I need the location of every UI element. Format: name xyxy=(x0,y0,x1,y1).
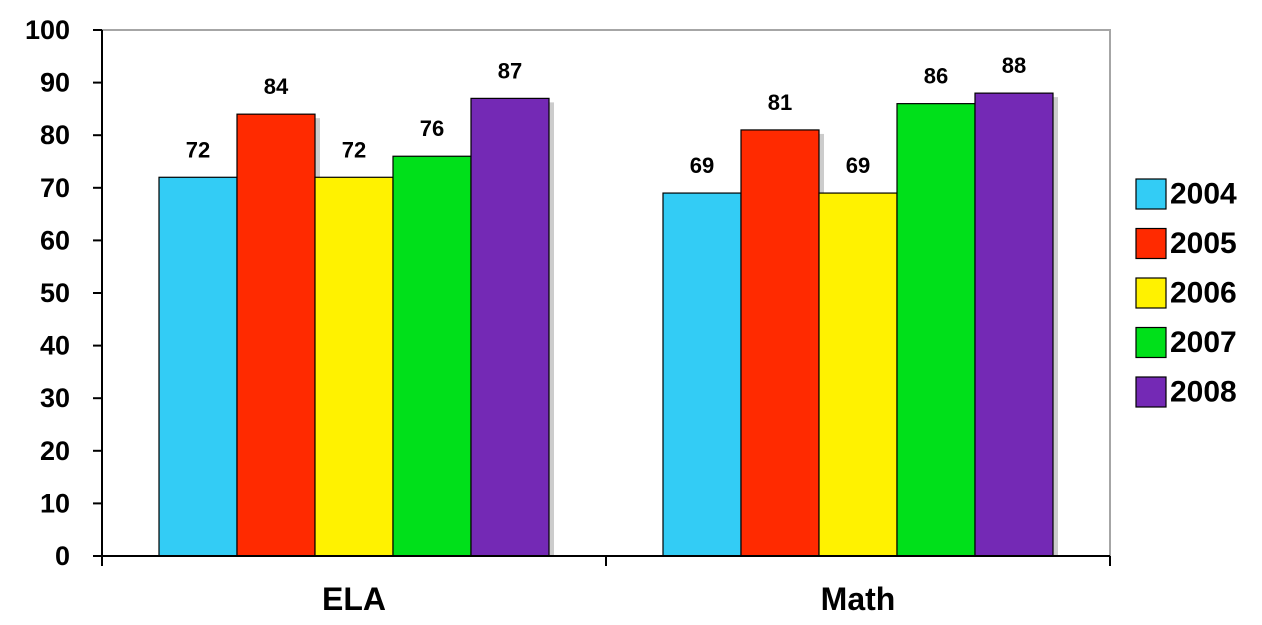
y-tick-label: 10 xyxy=(40,488,70,518)
legend-label: 2005 xyxy=(1170,227,1237,260)
y-tick-label: 0 xyxy=(55,541,70,571)
data-label: 81 xyxy=(768,90,792,115)
legend-label: 2004 xyxy=(1170,178,1237,211)
legend-label: 2007 xyxy=(1170,326,1237,359)
y-tick-label: 80 xyxy=(40,120,70,150)
x-axis: ELA Math xyxy=(101,556,1111,617)
y-tick-label: 40 xyxy=(40,331,70,361)
data-label: 88 xyxy=(1002,53,1026,78)
y-tick-label: 30 xyxy=(40,383,70,413)
bar xyxy=(818,192,898,557)
bar xyxy=(158,176,238,557)
legend-swatch xyxy=(1135,376,1167,408)
data-label: 72 xyxy=(186,137,210,162)
y-tick-label: 90 xyxy=(40,68,70,98)
legend-swatch xyxy=(1135,178,1167,210)
y-tick-label: 100 xyxy=(25,15,70,45)
data-labels: 72 84 72 76 87 69 81 69 86 88 xyxy=(186,53,1026,178)
data-label: 86 xyxy=(924,64,948,89)
data-label: 69 xyxy=(846,153,870,178)
bar xyxy=(974,92,1054,557)
bar xyxy=(314,176,394,557)
y-tick-label: 60 xyxy=(40,225,70,255)
data-label: 87 xyxy=(498,58,522,83)
x-category-label: Math xyxy=(821,581,896,617)
data-label: 72 xyxy=(342,137,366,162)
bar xyxy=(470,97,550,557)
bar xyxy=(392,155,472,557)
legend-swatch xyxy=(1135,326,1167,359)
legend-swatch xyxy=(1135,227,1167,260)
legend: 2004 2005 2006 2007 2008 xyxy=(1135,178,1237,409)
bar xyxy=(896,103,976,557)
x-category-label: ELA xyxy=(322,581,386,617)
y-axis: 0 10 20 30 40 50 60 70 80 90 100 xyxy=(25,15,102,571)
legend-label: 2006 xyxy=(1170,277,1237,310)
bar xyxy=(740,129,820,557)
y-tick-label: 50 xyxy=(40,278,70,308)
legend-swatch xyxy=(1135,277,1167,309)
data-label: 84 xyxy=(264,74,289,99)
y-tick-label: 20 xyxy=(40,436,70,466)
bar xyxy=(236,113,316,557)
y-tick-label: 70 xyxy=(40,173,70,203)
bars xyxy=(158,92,1058,557)
data-label: 69 xyxy=(690,153,714,178)
data-label: 76 xyxy=(420,116,444,141)
bar xyxy=(662,192,742,557)
legend-label: 2008 xyxy=(1170,376,1237,409)
